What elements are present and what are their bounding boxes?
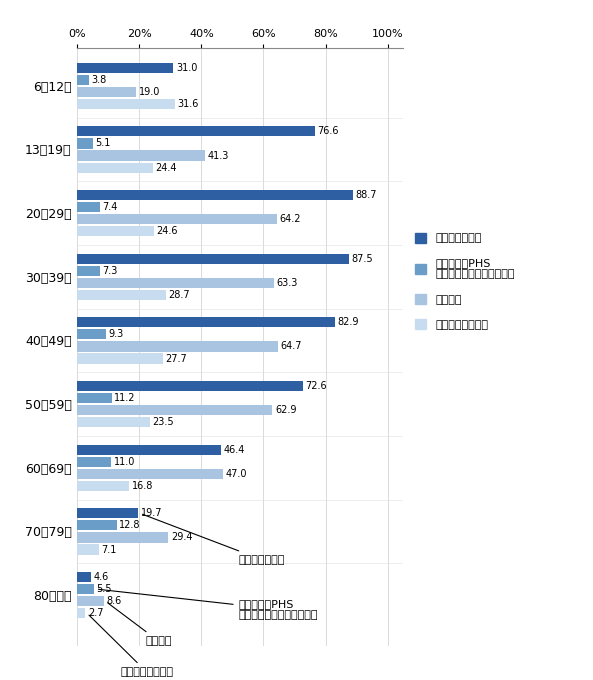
Bar [77,202,100,212]
Text: 87.5: 87.5 [352,254,373,264]
Bar [77,150,205,160]
Bar [77,190,353,200]
Text: 9.3: 9.3 [109,329,124,339]
Bar [77,456,111,466]
Bar [77,138,93,148]
Text: 82.9: 82.9 [337,318,359,327]
Text: 63.3: 63.3 [276,278,298,288]
Bar [77,445,221,455]
Text: 27.7: 27.7 [165,354,187,364]
Text: 72.6: 72.6 [305,381,327,391]
Bar [77,341,278,352]
Bar [77,545,99,555]
Bar [77,163,153,173]
Text: 5.5: 5.5 [97,584,112,594]
Bar [77,572,91,582]
Bar [77,393,112,403]
Bar [77,417,150,427]
Text: 携帯電話・PHS
（スマートフォンを除く）: 携帯電話・PHS （スマートフォンを除く） [98,590,318,620]
Bar [77,99,176,109]
Text: 47.0: 47.0 [225,469,247,479]
Text: 16.8: 16.8 [132,481,153,491]
Bar [77,226,154,237]
Bar [77,469,223,479]
Text: 11.0: 11.0 [114,457,135,466]
Text: 8.6: 8.6 [106,596,122,606]
Bar [77,126,315,137]
Text: 11.2: 11.2 [114,393,136,403]
Text: 23.5: 23.5 [152,418,174,427]
Bar [77,405,272,415]
Bar [77,214,276,224]
Text: 19.7: 19.7 [141,508,162,518]
Text: 12.8: 12.8 [119,520,141,530]
Bar [77,532,168,543]
Text: タブレット型端末: タブレット型端末 [89,615,174,677]
Text: スマートフォン: スマートフォン [142,514,285,564]
Bar [77,584,94,594]
Text: 76.6: 76.6 [317,126,339,136]
Bar [77,608,85,618]
Bar [77,520,117,530]
Bar [77,596,104,606]
Text: 4.6: 4.6 [94,572,109,582]
Text: 24.6: 24.6 [156,226,177,236]
Bar [77,266,100,276]
Text: 46.4: 46.4 [224,445,245,455]
Text: 7.1: 7.1 [101,545,117,555]
Text: パソコン: パソコン [107,602,172,646]
Text: 24.4: 24.4 [155,163,177,173]
Bar [77,381,302,391]
Bar [77,277,274,288]
Text: 7.3: 7.3 [102,266,117,275]
Bar [77,317,334,327]
Text: 19.0: 19.0 [139,87,160,97]
Bar [77,87,136,97]
Text: 31.0: 31.0 [176,63,197,73]
Text: 41.3: 41.3 [208,150,229,160]
Text: 3.8: 3.8 [91,75,107,85]
Bar [77,75,89,85]
Legend: スマートフォン, 携帯電話・PHS
（スマートフォンを除く）, パソコン, タブレット型端末: スマートフォン, 携帯電話・PHS （スマートフォンを除く）, パソコン, タブ… [415,233,515,330]
Bar [77,254,349,264]
Text: 28.7: 28.7 [169,290,190,300]
Bar [77,63,173,73]
Text: 64.2: 64.2 [279,214,301,224]
Text: 5.1: 5.1 [95,139,111,148]
Text: 2.7: 2.7 [88,608,103,618]
Text: 31.6: 31.6 [178,99,199,109]
Text: 64.7: 64.7 [280,341,302,352]
Bar [77,508,138,518]
Text: 88.7: 88.7 [355,190,377,200]
Text: 29.4: 29.4 [171,532,192,543]
Bar [77,354,163,364]
Text: 62.9: 62.9 [275,405,296,415]
Text: 7.4: 7.4 [103,202,118,212]
Bar [77,290,166,300]
Bar [77,329,106,339]
Bar [77,481,129,491]
